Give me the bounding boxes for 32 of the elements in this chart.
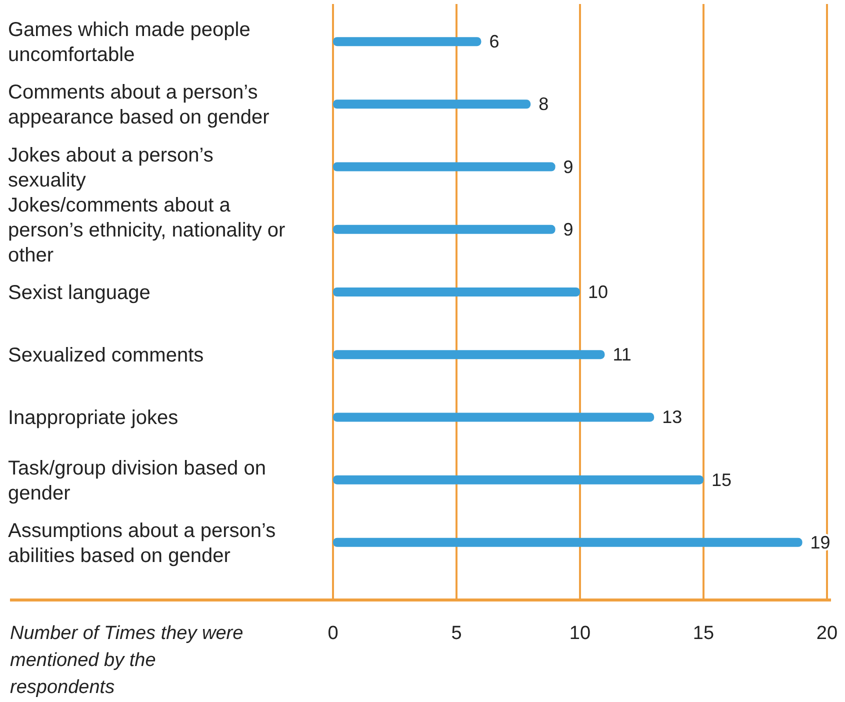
x-tick-label: 10 [569, 623, 591, 644]
data-label: 9 [563, 156, 574, 177]
y-tick-label: Games which made people uncomfortable [8, 19, 250, 66]
data-label: 8 [538, 94, 549, 114]
x-tick-label: 0 [328, 623, 338, 644]
bar [333, 100, 531, 109]
bar [333, 350, 605, 360]
y-tick-label: Task/group division based on gender [8, 457, 266, 504]
y-tick-label: Jokes about a person’s sexuality [8, 144, 214, 192]
y-tick-label: Jokes/comments about a person’s ethnicity, nationality or other [8, 194, 286, 266]
data-label: 10 [588, 282, 608, 302]
x-axis-title: Number of Times they were mentioned by the respondents [10, 623, 244, 698]
bar [333, 538, 802, 547]
bar [333, 412, 654, 422]
data-label: 9 [563, 219, 574, 240]
y-tick-label: Assumptions about a person’s abilities based on gender [8, 520, 276, 567]
bar [333, 37, 482, 46]
y-tick-label: Sexualized comments [8, 344, 204, 367]
bar [333, 162, 556, 172]
bar [333, 475, 704, 484]
data-label: 6 [489, 32, 500, 52]
x-tick-label: 5 [451, 623, 462, 644]
x-tick-label: 20 [816, 623, 838, 644]
bar [333, 288, 580, 296]
y-tick-label: Inappropriate jokes [8, 407, 178, 430]
data-label: 15 [712, 470, 732, 490]
y-tick-label: Comments about a person’s appearance based on gender [8, 82, 270, 129]
x-tick-label: 15 [692, 623, 714, 644]
data-label: 13 [662, 407, 682, 428]
bar [333, 224, 556, 234]
y-tick-label: Sexist language [8, 282, 150, 304]
data-label: 11 [612, 344, 632, 365]
